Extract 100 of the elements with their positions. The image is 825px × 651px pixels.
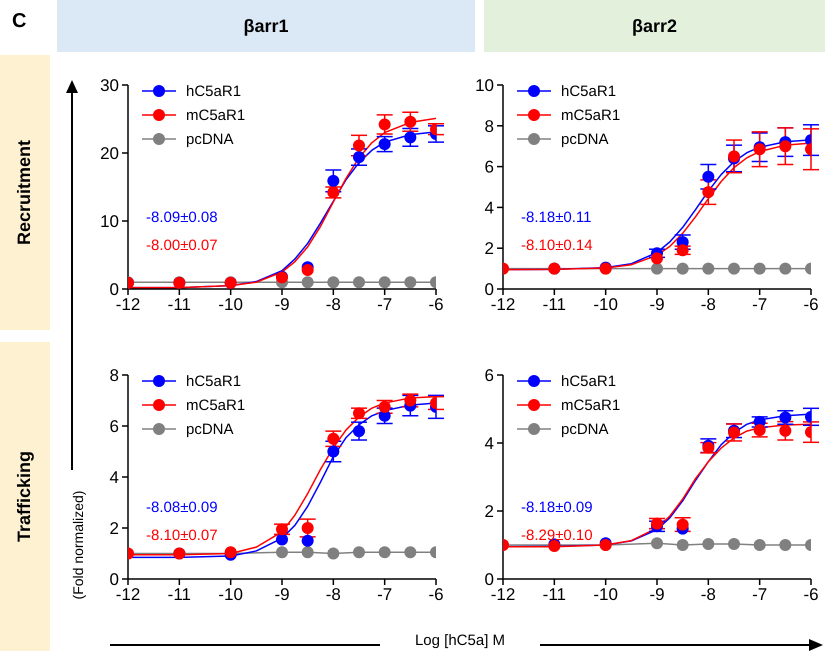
point: [404, 546, 416, 558]
legend-label: pcDNA: [561, 130, 609, 148]
x-tick-label: -7: [377, 295, 392, 314]
point: [327, 174, 340, 187]
legend-label: mC5aR1: [186, 106, 246, 124]
y-tick-label: 30: [100, 76, 119, 96]
annotation: -8.18±0.11: [521, 209, 592, 226]
point: [702, 186, 714, 198]
point: [302, 522, 314, 534]
x-tick-label: -6: [428, 295, 444, 314]
legend-label: pcDNA: [561, 420, 609, 438]
point: [651, 252, 663, 264]
chart-title: βarr1: [57, 0, 475, 52]
x-tick-label: -8: [700, 295, 716, 314]
x-tick-label: -10: [218, 585, 243, 604]
point: [754, 262, 766, 275]
point: [779, 140, 792, 152]
point: [353, 425, 365, 438]
point: [779, 424, 792, 437]
x-tick-label: -8: [326, 585, 341, 604]
point: [276, 523, 288, 536]
point: [327, 276, 340, 288]
annotation: -8.09±0.08: [146, 209, 218, 226]
point: [378, 400, 391, 413]
point: [676, 262, 689, 275]
point: [728, 538, 740, 550]
point: [404, 116, 416, 128]
point: [702, 538, 714, 550]
x-tick-label: -10: [593, 585, 618, 604]
point: [302, 534, 314, 547]
point: [404, 131, 416, 144]
x-tick-label: -10: [218, 295, 243, 314]
point: [327, 432, 340, 445]
point: [378, 118, 391, 130]
point: [353, 546, 365, 558]
x-tick-label: -9: [649, 295, 665, 314]
x-tick-label: -9: [274, 585, 290, 604]
x-tick-label: -9: [274, 295, 290, 314]
point: [378, 276, 391, 288]
x-tick-label: -6: [428, 585, 444, 604]
point: [779, 262, 792, 275]
point: [302, 264, 314, 276]
point: [353, 276, 365, 288]
text: Recruitment: [14, 140, 36, 246]
x-tick-label: -9: [649, 585, 665, 604]
point: [276, 546, 288, 558]
x-tick-label: -7: [377, 585, 392, 604]
x-tick-label: -11: [542, 585, 566, 604]
point: [404, 276, 416, 288]
point: [302, 276, 314, 288]
legend-label: hC5aR1: [186, 82, 242, 100]
annotation: -8.08±0.09: [146, 499, 218, 516]
point: [779, 412, 792, 424]
x-tick-label: -11: [542, 295, 566, 314]
annotation: -8.10±0.14: [521, 237, 593, 254]
y-tick-label: 6: [484, 158, 494, 177]
y-tick-label: 2: [110, 519, 119, 538]
point: [754, 424, 766, 436]
point: [404, 394, 416, 406]
point: [728, 262, 740, 275]
annotation: -8.29±0.10: [521, 527, 593, 544]
point: [302, 546, 314, 558]
point: [676, 539, 689, 551]
point: [702, 170, 714, 183]
legend-label: hC5aR1: [561, 82, 616, 100]
annotation: -8.10±0.07: [146, 527, 218, 544]
text: C: [12, 10, 26, 33]
legend-label: mC5aR1: [561, 396, 620, 414]
annotation: -8.00±0.07: [146, 237, 218, 254]
point: [676, 518, 689, 531]
x-tick-label: -7: [752, 295, 768, 314]
x-tick-label: -11: [168, 295, 191, 314]
y-tick-label: 2: [484, 502, 494, 522]
y-tick-label: 2: [484, 239, 494, 258]
point: [353, 140, 365, 152]
point: [276, 533, 288, 546]
y-tick-label: 10: [100, 212, 119, 232]
point: [754, 539, 766, 551]
point: [327, 186, 340, 198]
point: [327, 548, 340, 560]
point: [353, 151, 365, 164]
point: [378, 546, 391, 558]
y-tick-label: 20: [100, 144, 119, 164]
legend-label: mC5aR1: [561, 106, 620, 124]
text: Trafficking: [14, 450, 36, 542]
point: [676, 244, 689, 256]
point: [651, 537, 663, 550]
y-tick-label: 6: [110, 417, 119, 436]
x-tick-label: -8: [326, 295, 341, 314]
point: [378, 138, 391, 150]
y-tick-label: 4: [484, 198, 494, 218]
x-tick-label: -6: [803, 295, 819, 314]
x-tick-label: -11: [168, 585, 191, 604]
legend-label: hC5aR1: [186, 372, 242, 390]
legend-label: hC5aR1: [561, 372, 616, 390]
y-tick-label: 10: [475, 76, 494, 96]
point: [651, 262, 663, 275]
x-tick-label: -8: [700, 585, 716, 604]
legend-label: pcDNA: [186, 130, 234, 148]
annotation: -8.18±0.09: [521, 499, 593, 516]
